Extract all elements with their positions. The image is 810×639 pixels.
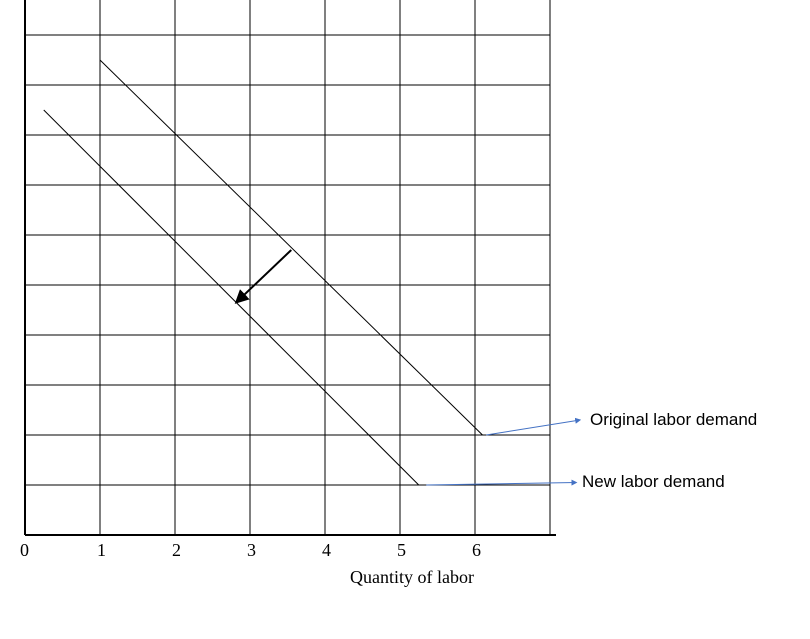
x-tick-4: 4 bbox=[322, 540, 331, 561]
x-tick-5: 5 bbox=[397, 540, 406, 561]
original-demand bbox=[100, 60, 483, 435]
x-tick-6: 6 bbox=[472, 540, 481, 561]
x-tick-2: 2 bbox=[172, 540, 181, 561]
callout-original-arrow-icon bbox=[486, 420, 580, 435]
chart-canvas: 0 1 2 3 4 5 6 Quantity of labor Original… bbox=[0, 0, 810, 639]
shift-arrow-icon bbox=[239, 250, 292, 300]
legend-original: Original labor demand bbox=[590, 410, 757, 430]
legend-new: New labor demand bbox=[582, 472, 725, 492]
x-tick-1: 1 bbox=[97, 540, 106, 561]
x-tick-0: 0 bbox=[20, 540, 29, 561]
x-axis-title: Quantity of labor bbox=[350, 567, 474, 588]
x-tick-3: 3 bbox=[247, 540, 256, 561]
